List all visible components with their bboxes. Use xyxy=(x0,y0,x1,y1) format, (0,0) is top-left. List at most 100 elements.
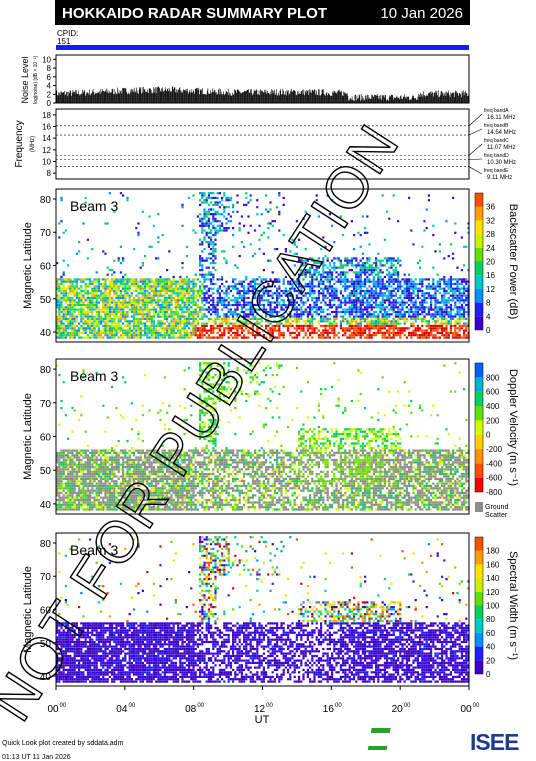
data-cell xyxy=(104,303,107,307)
data-cell xyxy=(361,315,364,318)
data-cell xyxy=(71,470,74,473)
data-cell xyxy=(443,301,446,304)
data-cell xyxy=(423,229,426,232)
data-cell xyxy=(251,296,254,300)
data-cell xyxy=(86,506,89,509)
data-cell xyxy=(212,234,215,237)
data-cell xyxy=(306,299,309,302)
data-cell xyxy=(97,503,100,506)
data-cell xyxy=(170,310,173,314)
data-cell xyxy=(410,280,413,283)
data-cell xyxy=(278,327,281,330)
data-cell xyxy=(67,264,70,267)
data-cell xyxy=(342,271,345,274)
data-cell xyxy=(157,292,160,295)
data-cell xyxy=(236,266,239,269)
data-cell xyxy=(80,395,83,398)
data-cell xyxy=(78,322,81,325)
data-cell xyxy=(64,324,67,327)
data-cell xyxy=(115,324,118,327)
data-cell xyxy=(436,327,439,330)
data-cell xyxy=(75,468,78,471)
data-cell xyxy=(366,324,369,327)
data-cell xyxy=(386,331,389,334)
data-cell xyxy=(192,296,195,300)
data-cell xyxy=(91,327,94,330)
colorbar-tick-label: 36 xyxy=(486,203,495,212)
data-cell xyxy=(452,278,455,281)
data-cell xyxy=(447,255,450,258)
data-cell xyxy=(361,289,364,293)
data-cell xyxy=(249,327,252,330)
data-cell xyxy=(445,282,448,286)
data-cell xyxy=(284,275,287,279)
data-cell xyxy=(434,324,437,327)
data-cell xyxy=(73,496,76,499)
data-cell xyxy=(71,494,74,497)
data-cell xyxy=(100,292,103,295)
data-cell xyxy=(379,303,382,307)
data-cell xyxy=(447,292,450,295)
data-cell xyxy=(229,334,232,337)
data-cell xyxy=(108,310,111,314)
data-cell xyxy=(95,449,98,452)
data-cell xyxy=(238,294,241,297)
data-cell xyxy=(295,327,298,330)
freq-band-name: freq bandE xyxy=(484,168,509,174)
data-cell xyxy=(58,317,61,320)
data-cell xyxy=(199,317,202,320)
data-cell xyxy=(441,299,444,302)
data-cell xyxy=(359,327,362,330)
data-cell xyxy=(320,301,323,304)
data-cell xyxy=(190,322,193,325)
data-cell xyxy=(177,289,180,293)
data-cell xyxy=(302,303,305,307)
data-cell xyxy=(174,324,177,327)
data-cell xyxy=(333,329,336,332)
data-cell xyxy=(311,322,314,325)
data-cell xyxy=(133,324,136,327)
data-cell xyxy=(456,280,459,283)
data-cell xyxy=(150,329,153,332)
data-cell xyxy=(221,222,224,225)
data-cell xyxy=(179,322,182,325)
data-cell xyxy=(298,324,301,327)
data-cell xyxy=(113,503,116,506)
data-cell xyxy=(416,324,419,327)
data-cell xyxy=(210,231,213,234)
data-cell xyxy=(80,308,83,311)
data-cell xyxy=(102,468,105,471)
data-cell xyxy=(130,299,133,302)
data-cell xyxy=(234,264,237,267)
data-cell xyxy=(236,301,239,304)
data-cell xyxy=(188,289,191,293)
data-cell xyxy=(95,320,98,323)
data-cell xyxy=(317,282,320,286)
data-cell xyxy=(64,334,67,337)
data-cell xyxy=(199,269,202,272)
data-cell xyxy=(196,299,199,302)
data-cell xyxy=(295,296,298,300)
data-cell xyxy=(441,294,444,297)
data-cell xyxy=(298,292,301,295)
data-cell xyxy=(392,334,395,337)
data-cell xyxy=(216,224,219,227)
data-cell xyxy=(372,294,375,297)
data-cell xyxy=(80,280,83,283)
data-cell xyxy=(84,327,87,330)
data-cell xyxy=(225,306,228,309)
data-cell xyxy=(414,308,417,311)
data-cell xyxy=(392,303,395,307)
data-cell xyxy=(425,334,428,337)
data-cell xyxy=(108,475,111,478)
data-cell xyxy=(394,331,397,334)
data-cell xyxy=(221,322,224,325)
data-cell xyxy=(146,315,149,318)
data-cell xyxy=(216,296,219,300)
data-cell xyxy=(339,278,342,281)
data-cell xyxy=(130,336,133,339)
data-cell xyxy=(89,301,92,304)
freq-tick-label: 8 xyxy=(47,169,52,178)
data-cell xyxy=(416,287,419,290)
data-cell xyxy=(168,280,171,283)
